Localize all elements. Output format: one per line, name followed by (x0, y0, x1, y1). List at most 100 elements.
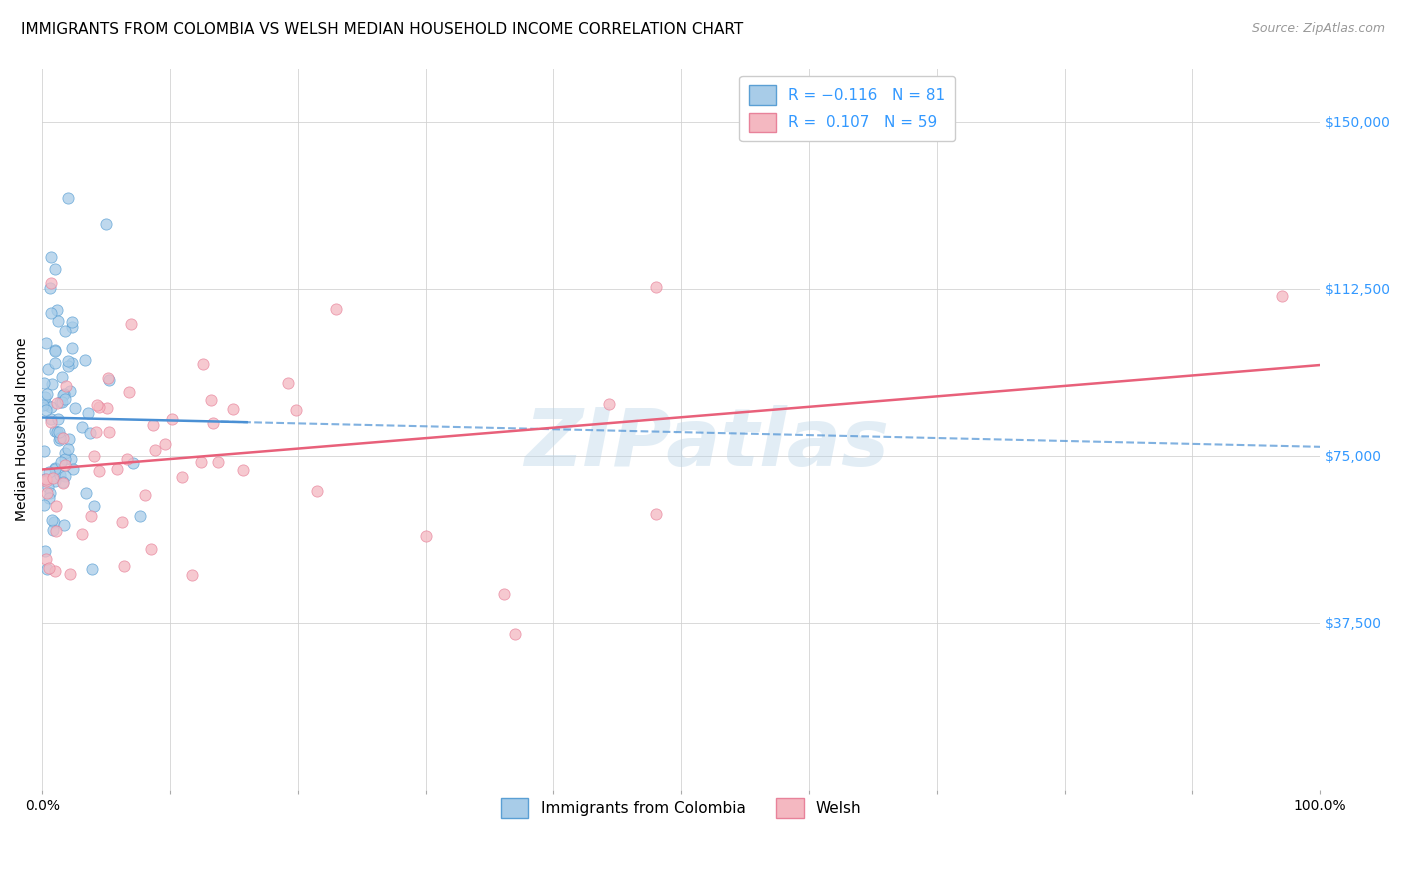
Point (232, 463, 254, 477)
Point (35, 403, 58, 417)
Point (53, 324, 76, 338)
Point (122, 456, 145, 470)
Point (98, 425, 121, 439)
Point (65, 401, 87, 415)
Point (44, 524, 66, 538)
Point (48, 425, 70, 440)
Point (58, 432, 80, 446)
Point (120, 317, 142, 331)
Legend: Immigrants from Colombia, Welsh: Immigrants from Colombia, Welsh (494, 790, 869, 826)
Point (155, 437, 177, 451)
Point (222, 402, 245, 417)
Text: Source: ZipAtlas.com: Source: ZipAtlas.com (1251, 22, 1385, 36)
Point (42, 469, 65, 483)
Point (492, 587, 515, 601)
Point (39, 486, 62, 500)
Point (35, 471, 58, 485)
Point (139, 542, 162, 557)
Point (73, 352, 96, 367)
Point (39, 281, 62, 295)
Point (39, 412, 62, 426)
Point (38, 491, 60, 506)
Point (415, 529, 437, 543)
Point (285, 402, 308, 417)
Point (53, 458, 76, 472)
Point (160, 412, 183, 426)
Point (49, 430, 72, 444)
Point (115, 452, 138, 467)
Point (37, 480, 59, 494)
Point (128, 509, 150, 524)
Point (51, 395, 73, 409)
Point (34, 390, 56, 404)
Point (181, 567, 204, 582)
Point (94, 218, 117, 232)
Point (200, 392, 222, 407)
Y-axis label: Median Household Income: Median Household Income (15, 337, 30, 521)
Point (112, 558, 135, 573)
Point (34, 444, 56, 458)
Point (53, 446, 76, 460)
Point (53, 392, 76, 407)
Point (87, 464, 110, 478)
Text: IMMIGRANTS FROM COLOMBIA VS WELSH MEDIAN HOUSEHOLD INCOME CORRELATION CHART: IMMIGRANTS FROM COLOMBIA VS WELSH MEDIAN… (21, 22, 744, 37)
Point (51, 370, 73, 384)
Point (80, 509, 103, 524)
Point (49, 431, 72, 445)
Point (56, 191, 79, 205)
Point (42, 471, 65, 485)
Point (52, 475, 75, 489)
Point (44, 462, 66, 476)
Point (35, 398, 58, 412)
Point (37, 386, 59, 401)
Point (55, 379, 77, 393)
Point (60, 315, 83, 329)
Point (39, 250, 62, 264)
Point (48, 433, 70, 447)
Point (39, 401, 62, 415)
Point (59, 566, 82, 581)
Point (60, 320, 83, 334)
Point (277, 376, 299, 391)
Point (48, 467, 70, 482)
Point (49, 455, 72, 469)
Point (201, 417, 224, 431)
Point (46, 425, 69, 439)
Point (35, 474, 58, 488)
Point (143, 442, 166, 457)
Point (1271, 288, 1294, 302)
Point (118, 385, 141, 400)
Point (44, 474, 66, 488)
Point (44, 461, 66, 475)
Point (37, 486, 59, 500)
Point (83, 449, 105, 463)
Point (42, 515, 65, 529)
Point (41, 376, 63, 391)
Point (72, 419, 94, 434)
Point (34, 472, 56, 486)
Point (644, 507, 666, 521)
Point (60, 451, 83, 466)
Point (60, 356, 83, 370)
Point (44, 343, 66, 358)
Point (97, 371, 120, 385)
Point (34, 544, 56, 558)
Point (305, 483, 328, 498)
Point (83, 499, 105, 513)
Point (39, 416, 62, 430)
Point (325, 301, 347, 316)
Point (503, 627, 526, 641)
Point (56, 353, 79, 368)
Point (46, 314, 69, 328)
Point (70, 526, 93, 541)
Point (79, 426, 101, 441)
Point (56, 442, 79, 457)
Point (32, 398, 55, 412)
Point (38, 561, 60, 575)
Point (48, 394, 70, 409)
Point (44, 343, 66, 357)
Point (87, 401, 110, 415)
Point (44, 424, 66, 438)
Point (35, 562, 58, 576)
Point (38, 465, 60, 479)
